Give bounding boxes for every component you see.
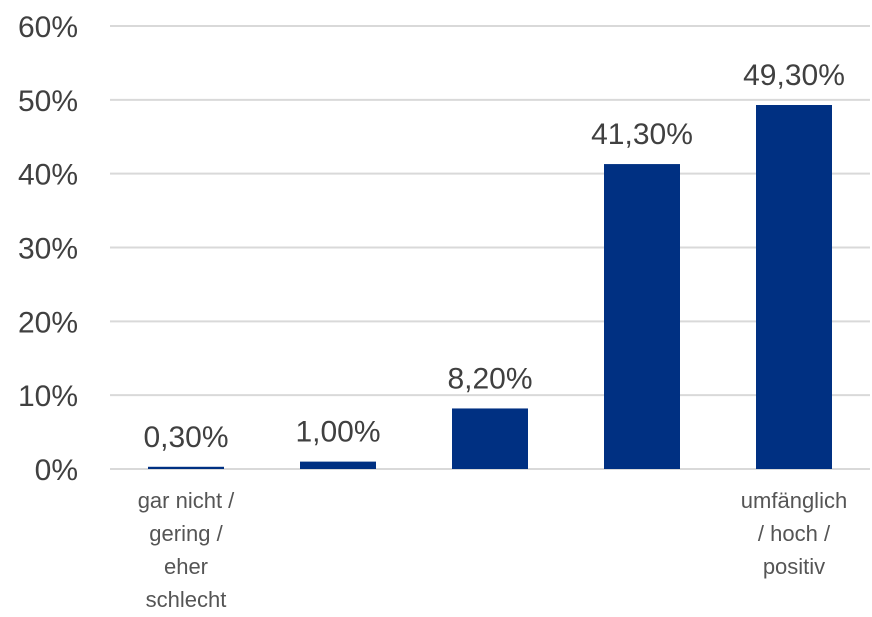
y-tick-label-2: 20% — [18, 306, 78, 339]
data-labels: 0,30% 1,00% 8,20% 41,30% 49,30% — [143, 59, 844, 454]
category-label-line: schlecht — [146, 587, 227, 612]
bars — [148, 105, 832, 470]
gridlines — [110, 25, 870, 470]
bar-1 — [300, 461, 376, 469]
category-label-line: umfänglich — [741, 488, 847, 513]
category-label-4: umfänglich / hoch / positiv — [741, 488, 847, 579]
y-tick-label-0: 0% — [35, 454, 78, 487]
category-label-line: positiv — [763, 554, 825, 579]
bar-2 — [452, 408, 528, 469]
data-label-3: 41,30% — [591, 118, 693, 151]
category-labels: gar nicht / gering / eher schlecht umfänglic… — [138, 488, 848, 612]
bar-3 — [604, 164, 680, 469]
category-label-line: gering / — [149, 521, 223, 546]
y-tick-label-1: 10% — [18, 380, 78, 413]
category-label-0: gar nicht / gering / eher schlecht — [138, 488, 235, 612]
category-label-line: / hoch / — [758, 521, 831, 546]
data-label-0: 0,30% — [143, 421, 228, 454]
data-label-2: 8,20% — [447, 362, 532, 395]
y-axis-ticks: 0% 10% 20% 30% 40% 50% 60% — [18, 11, 78, 487]
category-label-line: gar nicht / — [138, 488, 235, 513]
bar-4 — [756, 105, 832, 470]
data-label-4: 49,30% — [743, 59, 845, 92]
y-tick-label-6: 60% — [18, 11, 78, 44]
y-tick-label-3: 30% — [18, 233, 78, 266]
bar-0 — [148, 466, 224, 469]
y-tick-label-5: 50% — [18, 85, 78, 118]
data-label-1: 1,00% — [295, 416, 380, 449]
y-tick-label-4: 40% — [18, 159, 78, 192]
category-label-line: eher — [164, 554, 208, 579]
